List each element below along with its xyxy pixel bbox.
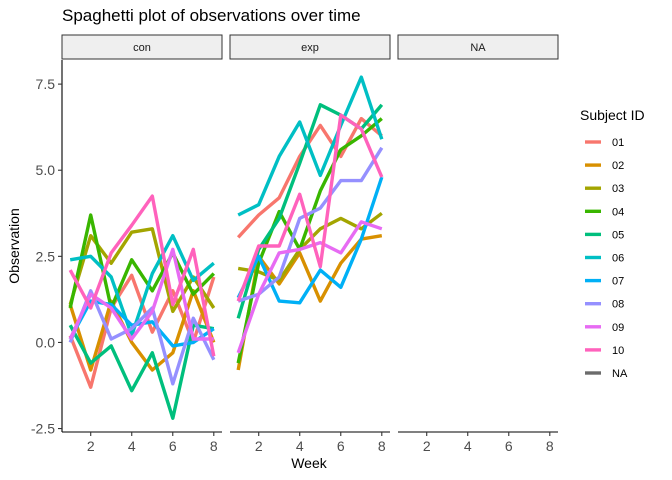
facet-strip [61, 34, 223, 60]
series-line-03-con [68, 227, 216, 314]
y-tick-label: 5.0 [36, 162, 56, 178]
legend-label: 04 [612, 206, 624, 218]
facet-strip [229, 34, 391, 60]
legend-item-09: 09 [585, 322, 624, 334]
legend-item-10: 10 [585, 345, 624, 357]
series-line-06-exp [237, 75, 384, 217]
legend-label: 01 [612, 137, 624, 149]
series-line-08-exp [237, 146, 384, 303]
facet-panel-exp: exp 2 4 6 8 [229, 34, 391, 454]
x-tick-label: 8 [546, 438, 554, 454]
facet-panel-na: NA 2 4 6 8 [397, 34, 559, 454]
y-tick-label: 7.5 [36, 76, 56, 92]
legend-item-06: 06 [585, 253, 624, 265]
series-line-10-exp [236, 113, 384, 302]
legend-label: NA [612, 368, 628, 380]
x-tick-label: 6 [337, 438, 345, 454]
legend-item-04: 04 [585, 206, 624, 218]
legend-label: 10 [612, 345, 624, 357]
x-tick-label: 8 [210, 438, 218, 454]
series-line-05-con [68, 323, 215, 420]
legend-item-05: 05 [585, 229, 624, 241]
x-tick-label: 8 [378, 438, 386, 454]
legend-label: 02 [612, 160, 624, 172]
legend-label: 07 [612, 276, 624, 288]
y-tick-label: 2.5 [36, 248, 56, 264]
y-tick-label: 0.0 [36, 334, 56, 350]
legend-item-na: NA [585, 368, 628, 380]
legend-item-01: 01 [585, 137, 624, 149]
legend-label: 06 [612, 253, 624, 265]
y-axis: -2.5 0.0 2.5 5.0 7.5 [31, 60, 63, 437]
legend-item-03: 03 [585, 183, 624, 195]
chart-title: Spaghetti plot of observations over time [62, 6, 361, 25]
legend-item-08: 08 [585, 299, 624, 311]
legend-label: 09 [612, 322, 624, 334]
x-tick-label: 4 [464, 438, 472, 454]
legend-label: 05 [612, 229, 624, 241]
legend-label: 08 [612, 299, 624, 311]
x-tick-label: 2 [87, 438, 95, 454]
series-line-06-con [69, 234, 215, 338]
legend-item-02: 02 [585, 160, 624, 172]
series-line-07-exp [236, 176, 384, 305]
legend-title: Subject ID [580, 107, 645, 123]
legend-label: 03 [612, 183, 624, 195]
x-axis-title: Week [291, 455, 328, 471]
facet-strip [397, 34, 559, 60]
x-tick-label: 4 [296, 438, 304, 454]
facet-strip-label: exp [301, 42, 319, 54]
x-tick-label: 2 [423, 438, 431, 454]
facet-strip-label: con [133, 42, 151, 54]
facet-strip-label: NA [470, 42, 486, 54]
facet-panel-con: con 2 4 6 8 [61, 34, 223, 454]
series-line-04-con [68, 213, 216, 310]
x-tick-label: 6 [169, 438, 177, 454]
series-line-09-exp [236, 220, 383, 354]
series-line-04-exp [236, 117, 383, 364]
series-line-10-con [68, 194, 216, 357]
x-tick-label: 4 [128, 438, 136, 454]
y-tick-label: -2.5 [31, 421, 55, 437]
x-tick-label: 2 [255, 438, 263, 454]
legend: Subject ID 01 02 03 04 05 06 07 08 09 10 NA [580, 107, 645, 380]
legend-item-07: 07 [585, 276, 624, 288]
y-axis-title: Observation [6, 208, 22, 283]
facet-panels: con 2 4 6 8 exp 2 4 6 8 NA 2 4 6 8 [61, 34, 559, 454]
x-tick-label: 6 [505, 438, 513, 454]
